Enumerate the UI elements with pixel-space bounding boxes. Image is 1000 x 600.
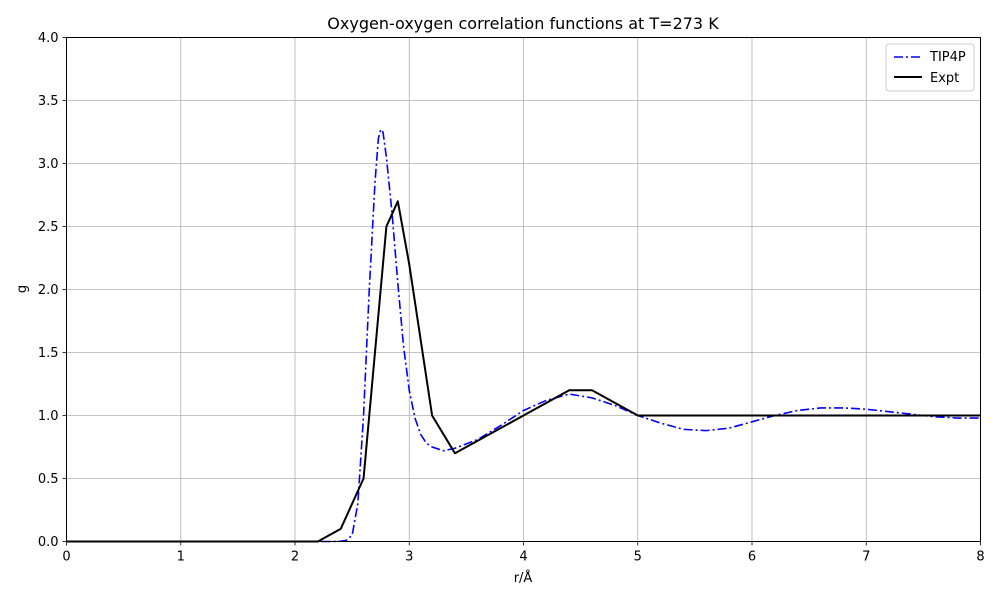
x-tick-label: 7	[862, 550, 870, 565]
legend-box	[885, 43, 975, 92]
y-tick-label: 1.5	[38, 346, 59, 361]
chart-title: Oxygen-oxygen correlation functions at T…	[327, 14, 719, 33]
x-tick-label: 2	[291, 550, 299, 565]
y-tick-label: 4.0	[38, 31, 59, 46]
x-tick-label: 1	[177, 550, 185, 565]
y-tick-label: 0.0	[38, 535, 59, 550]
ticks: 0 1 2 3 4 5 6 7 8 0.0 0.5 1.0 1.5 2.0 2.5 3.0 3.5 4.0	[38, 31, 985, 565]
x-tick-label: 5	[634, 550, 642, 565]
x-tick-label: 0	[62, 550, 70, 565]
x-tick-label: 3	[405, 550, 413, 565]
legend: TIP4P Expt	[885, 43, 975, 92]
legend-label-expt: Expt	[930, 71, 959, 86]
x-axis-label: r/Å	[514, 570, 533, 586]
series-line-expt	[66, 200, 981, 543]
series-line-tip4p	[66, 128, 981, 543]
y-tick-label: 3.0	[38, 157, 59, 172]
x-tick-label: 8	[976, 550, 984, 565]
series-layer	[66, 128, 981, 543]
y-tick-label: 2.5	[38, 220, 59, 235]
y-tick-label: 0.5	[38, 472, 59, 487]
x-tick-label: 6	[748, 550, 756, 565]
legend-label-tip4p: TIP4P	[929, 50, 966, 65]
y-tick-label: 3.5	[38, 94, 59, 109]
y-axis-label: g	[15, 285, 30, 293]
grid	[66, 37, 981, 542]
y-tick-label: 1.0	[38, 409, 59, 424]
x-tick-label: 4	[519, 550, 527, 565]
y-tick-label: 2.0	[38, 283, 59, 298]
